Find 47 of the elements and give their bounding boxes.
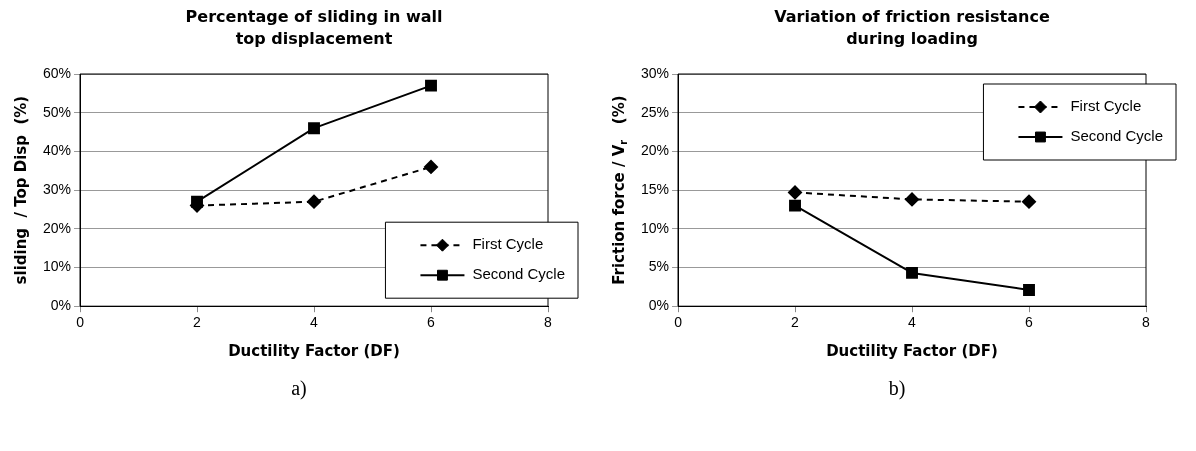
legend-label: First Cycle	[472, 235, 544, 253]
y-tick-label: 20%	[42, 219, 72, 236]
x-tick-label: 0	[76, 314, 85, 331]
chart-title: Percentage of sliding in wall top displacement	[185, 7, 443, 48]
point	[308, 122, 320, 135]
x-axis-title: Ductility Factor (DF)	[228, 341, 400, 360]
x-tick-label: 4	[908, 314, 917, 331]
y-tick-label: 60%	[42, 64, 72, 81]
y-tick-label: 20%	[640, 142, 670, 159]
x-axis-title: Ductility Factor (DF)	[826, 341, 998, 360]
point	[425, 79, 437, 92]
legend-label: Second Cycle	[472, 265, 566, 283]
y-tick-label: 10%	[640, 219, 670, 236]
text: a)	[290, 377, 308, 400]
x-tick-label: 8	[1142, 314, 1151, 331]
x-tick-label: 2	[193, 314, 202, 331]
point	[1023, 284, 1035, 296]
x-tick-label: 2	[791, 314, 800, 331]
point	[905, 192, 920, 207]
x-tick-label: 8	[544, 314, 553, 331]
point	[307, 194, 322, 209]
point	[1022, 194, 1037, 209]
point	[789, 199, 801, 212]
y-tick-label: 10%	[42, 258, 72, 275]
y-tick-label: 25%	[640, 103, 670, 120]
y-tick-label: 0%	[648, 297, 670, 314]
point	[191, 195, 203, 208]
text: b)	[887, 377, 907, 400]
y-tick-label: 30%	[640, 64, 670, 81]
text: Friction force / Vr (%)	[609, 95, 630, 285]
point	[788, 185, 803, 200]
chart-title: Variation of friction resistance during loading	[774, 7, 1050, 48]
x-tick-label: 4	[310, 314, 319, 331]
y-tick-label: 50%	[42, 103, 72, 120]
point	[424, 159, 439, 174]
x-tick-label: 6	[427, 314, 436, 331]
point	[906, 266, 918, 279]
y-tick-label: 40%	[42, 142, 72, 159]
x-tick-label: 6	[1025, 314, 1034, 331]
y-axis-title: sliding / Top Disp (%)	[11, 95, 30, 285]
y-tick-label: 30%	[42, 180, 72, 197]
legend-label: Second Cycle	[1070, 127, 1164, 145]
y-tick-label: 5%	[648, 258, 670, 275]
y-tick-label: 0%	[50, 297, 72, 314]
x-tick-label: 0	[674, 314, 683, 331]
legend-label: First Cycle	[1070, 97, 1142, 115]
y-tick-label: 15%	[640, 180, 670, 197]
